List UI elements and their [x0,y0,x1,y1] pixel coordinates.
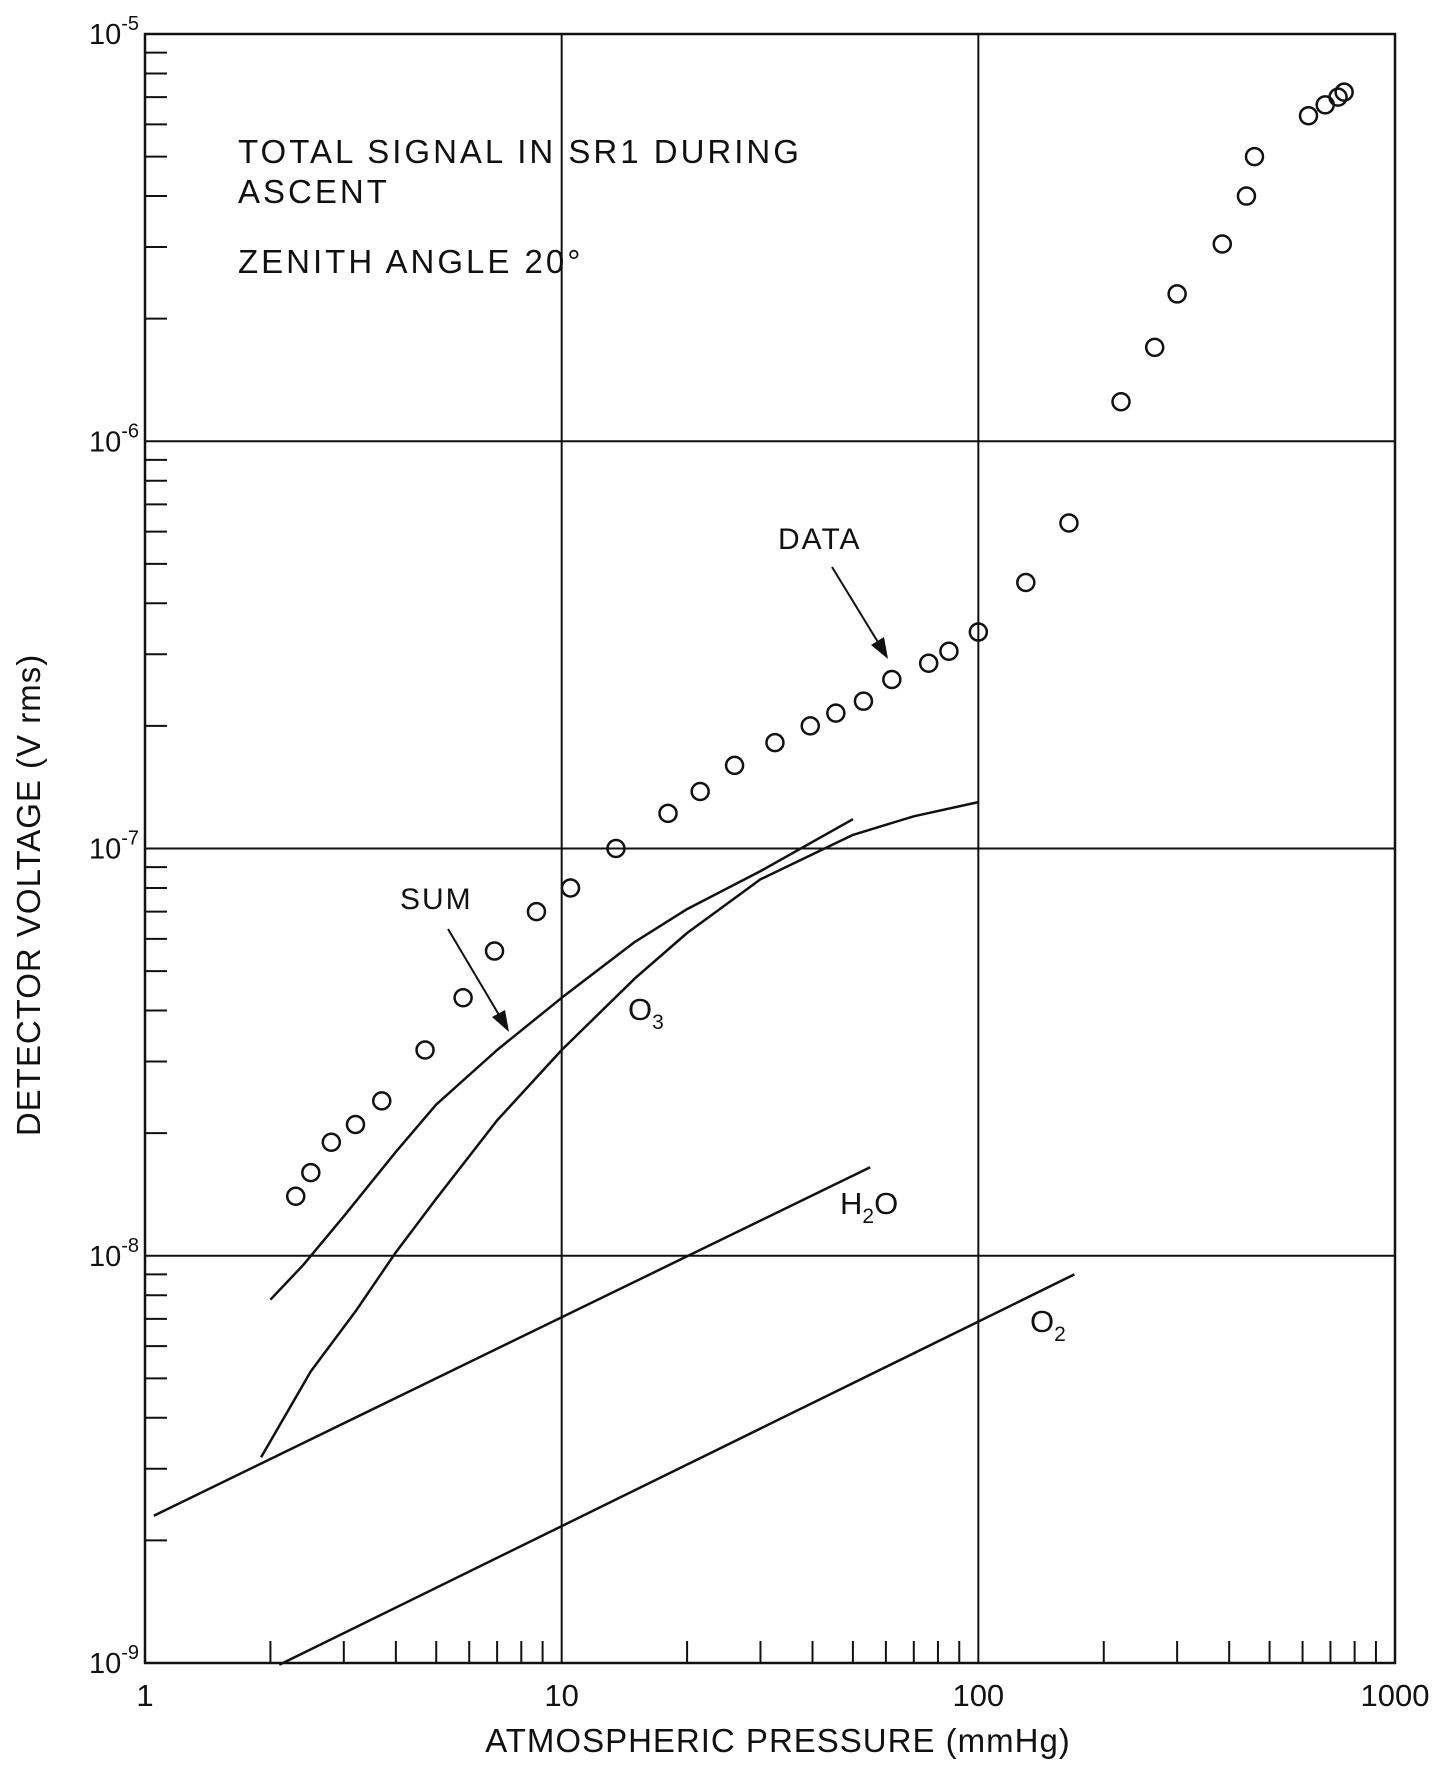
data-point [853,691,874,711]
y-axis-label: DETECTOR VOLTAGE (V rms) [10,654,47,1136]
x-axis-label: ATMOSPHERIC PRESSURE (mmHg) [485,1722,1071,1759]
data-point [968,622,989,642]
sum-label-arrow [447,928,506,1026]
series-line-o2 [278,1273,1075,1666]
x-tick-label: 100 [952,1678,1004,1713]
x-tick-label: 1000 [1361,1678,1430,1713]
o2-series-label: O2 [1030,1304,1066,1346]
y-tick-label: 10-9 [89,1642,139,1680]
h2o-series-label: H2O [840,1186,898,1228]
data-point [1016,572,1036,593]
data-point [1167,284,1187,304]
data-arrow-head [871,637,888,659]
data-points [285,82,1354,1206]
data-point [1144,337,1165,358]
data-point [658,803,678,824]
data-point [724,755,745,776]
x-tick-label: 1 [136,1678,153,1713]
sum-series-label: SUM [400,883,473,916]
series-line-sum [269,818,854,1301]
data-point [1244,146,1265,167]
y-tick-label: 10-5 [89,13,139,51]
data-point [285,1186,306,1206]
data-point [918,653,939,674]
data-series-label: DATA [778,523,862,556]
zenith-angle-label: ZENITH ANGLE 20° [238,243,583,280]
data-point [800,716,820,736]
data-point [1212,234,1233,254]
minor-ticks [145,51,1377,1663]
chart-title-line-2: ASCENT [238,173,390,210]
series-line-h2o [153,1166,871,1517]
data-point [526,901,547,922]
tick-labels: 1 10 100 1000 10-9 10-8 10-7 10-6 10-5 [89,13,1430,1713]
data-point [1328,87,1348,107]
sum-arrow-head [492,1010,509,1032]
x-tick-label: 10 [544,1678,578,1713]
grid-lines [145,34,1395,1663]
data-point [939,641,959,662]
data-point [453,988,473,1008]
data-point [765,732,785,753]
data-point [301,1162,321,1183]
data-point [1111,392,1131,412]
o3-series-label: O3 [628,992,664,1034]
annotations: TOTAL SIGNAL IN SR1 DURING ASCENT ZENITH… [238,133,1066,1346]
y-tick-label: 10-8 [89,1235,139,1273]
data-point [606,838,626,859]
data-label-arrow [831,566,885,653]
data-point [1059,513,1079,533]
chart-title-line-1: TOTAL SIGNAL IN SR1 DURING [238,133,802,170]
data-point [415,1040,435,1060]
data-point [484,941,505,961]
data-point [1236,186,1257,206]
data-point [826,703,846,723]
y-tick-label: 10-7 [89,828,139,866]
data-point [321,1132,342,1152]
data-point [690,781,710,802]
data-point [372,1091,392,1111]
y-tick-label: 10-6 [89,420,139,458]
data-point [345,1114,366,1135]
plot-frame [143,32,1397,1665]
data-point [1334,82,1354,102]
data-point [882,669,902,690]
data-point [1298,105,1319,126]
series-lines [153,800,1075,1666]
series-line-o3 [260,800,979,1458]
data-point [560,878,581,898]
